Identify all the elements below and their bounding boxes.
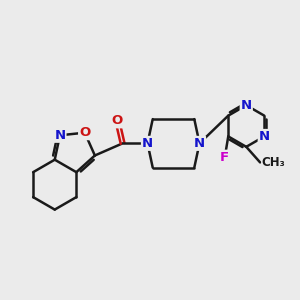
Text: F: F — [220, 151, 230, 164]
Text: N: N — [241, 99, 252, 112]
Text: O: O — [79, 126, 90, 139]
Text: CH₃: CH₃ — [262, 156, 286, 169]
Text: O: O — [112, 114, 123, 127]
Text: N: N — [142, 137, 153, 150]
Text: N: N — [54, 129, 65, 142]
Text: N: N — [259, 130, 270, 143]
Text: N: N — [194, 137, 205, 150]
